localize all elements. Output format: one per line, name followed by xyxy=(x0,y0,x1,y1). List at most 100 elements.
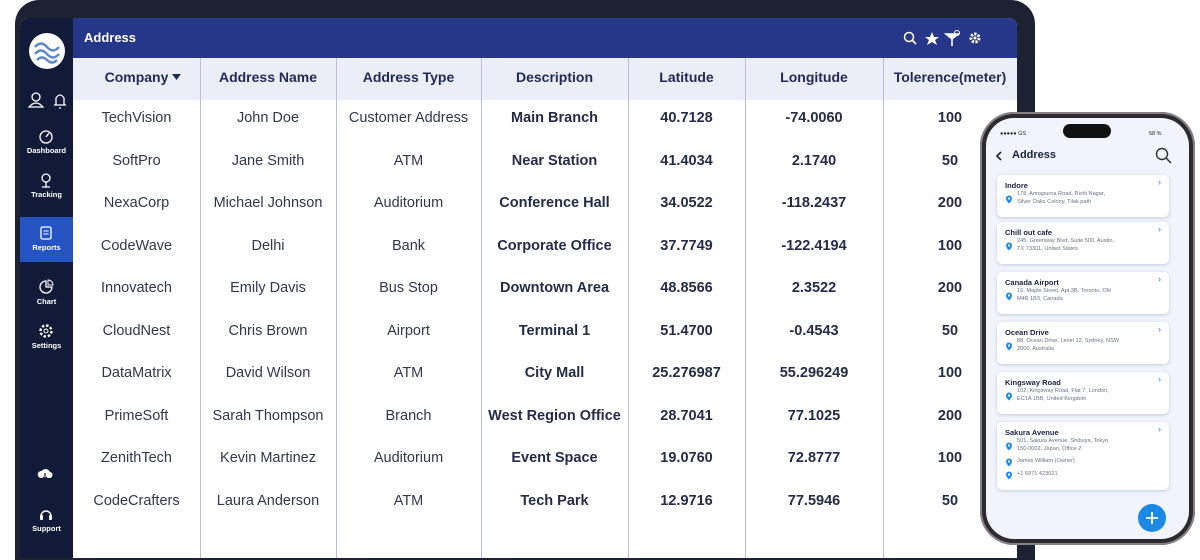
card-address: EC1A 1BB, United Kingdom xyxy=(1017,395,1087,402)
table-cell: Event Space xyxy=(511,450,598,466)
table-cell: David Wilson xyxy=(225,365,311,381)
table-cell: 100 xyxy=(937,110,963,126)
column-divider xyxy=(336,58,337,558)
table-cell: Sarah Thompson xyxy=(212,407,324,424)
table-cell: NexaCorp xyxy=(103,195,170,211)
back-button[interactable] xyxy=(994,150,1004,162)
card-address: 178, Annapurna Road, Rishi Nagar, xyxy=(1017,191,1106,197)
card-title: Canada Airport xyxy=(1005,278,1059,287)
nav-label[interactable]: Chart xyxy=(36,297,57,306)
nav-label[interactable]: Support xyxy=(32,524,61,533)
table-cell: 37.7749 xyxy=(660,237,713,254)
card-title: Sakura Avenue xyxy=(1005,428,1059,437)
table-cell: West Region Office xyxy=(488,407,621,424)
card-owner: James William (Owner) xyxy=(1017,458,1075,464)
table-cell: 12.9716 xyxy=(660,492,713,509)
table-cell: Auditorium xyxy=(373,450,444,466)
column-header: Longitude xyxy=(780,69,848,85)
pin-icon xyxy=(1006,292,1012,301)
table-cell: Bank xyxy=(391,237,426,254)
nav-label[interactable]: Dashboard xyxy=(26,146,67,155)
table-cell: 51.4700 xyxy=(660,322,713,339)
table-cell: Delhi xyxy=(251,237,285,254)
table-cell: Bus Stop xyxy=(379,280,438,296)
table-cell: 100 xyxy=(937,450,963,466)
page: Dashboard Tracking Reports Chart Settings Sup… xyxy=(15,0,1195,560)
table-cell: 2.1740 xyxy=(791,152,837,169)
table-cell: 55.296249 xyxy=(779,365,849,381)
table-cell: John Doe xyxy=(236,110,300,126)
table-cell: Corporate Office xyxy=(497,237,612,254)
table-header xyxy=(73,58,1017,100)
table-cell: Terminal 1 xyxy=(518,322,591,339)
table-cell: 48.8566 xyxy=(660,280,713,296)
table-cell: Emily Davis xyxy=(230,280,306,296)
column-divider xyxy=(628,58,629,558)
column-divider xyxy=(745,58,746,558)
table-cell: CodeWave xyxy=(100,237,173,254)
table-cell: -122.4194 xyxy=(781,237,847,254)
table-cell: 34.0522 xyxy=(660,195,713,211)
pin-icon xyxy=(1006,242,1012,251)
table-cell: 72.8777 xyxy=(787,450,841,466)
sort-arrow[interactable] xyxy=(172,73,182,81)
address-card[interactable]: Canada Airport › 16, Maple Street, Apt 3B,… xyxy=(997,272,1169,314)
card-title: Ocean Drive xyxy=(1005,328,1049,337)
toolbar-icons[interactable] xyxy=(902,30,982,48)
column-divider xyxy=(883,58,884,558)
card-address: 16, Maple Street, Apt 3B, Toronto, ON xyxy=(1017,288,1111,294)
address-card[interactable]: Sakura Avenue › 501, Sakura Avenue, Shibuy… xyxy=(997,422,1169,490)
table-cell: 50 xyxy=(941,152,959,169)
card-address: 501, Sakura Avenue, Shibuya, Tokyo xyxy=(1017,438,1109,444)
add-button[interactable] xyxy=(1137,503,1167,533)
address-card[interactable]: Chill out cafe › 245, Greenway Blvd, Suite… xyxy=(997,222,1169,264)
table-cell: Kevin Martinez xyxy=(220,450,316,466)
table-cell: 19.0760 xyxy=(660,450,713,466)
table-cell: Innovatech xyxy=(101,280,172,296)
nav-icon xyxy=(39,279,54,294)
table-cell: PrimeSoft xyxy=(104,407,169,424)
card-address: 102, Kingsway Road, Flat 7, London, xyxy=(1017,388,1109,394)
nav-label[interactable]: Reports xyxy=(32,243,61,252)
nav-icon xyxy=(40,226,52,240)
nav-icon xyxy=(39,130,53,144)
dynamic-island xyxy=(1063,124,1111,138)
table-cell: Jane Smith xyxy=(231,152,305,169)
card-address: 88, Ocean Drive, Level 12, Sydney, NSW xyxy=(1017,338,1120,344)
table-cell: 100 xyxy=(937,237,963,254)
table-cell: SoftPro xyxy=(112,152,161,169)
card-address: M4B 1B3, Canada xyxy=(1017,295,1063,302)
card-address: TX 73301, United States xyxy=(1017,245,1078,252)
search-button[interactable] xyxy=(1155,147,1173,165)
pin-icon xyxy=(1006,392,1012,401)
table-cell: Michael Johnson xyxy=(213,195,323,211)
table-cell: CloudNest xyxy=(102,322,171,339)
page-title: Address xyxy=(84,30,137,45)
nav-icon xyxy=(41,173,51,188)
card-title: Indore xyxy=(1005,181,1028,190)
table-cell: -74.0060 xyxy=(785,110,843,126)
column-header[interactable]: Company xyxy=(104,69,169,85)
column-header: Address Type xyxy=(362,69,455,85)
card-address: Silver Oaks Colony, Tilak path xyxy=(1017,198,1092,205)
column-header: Address Name xyxy=(218,69,318,85)
table-cell: 200 xyxy=(937,407,963,424)
table-cell: Tech Park xyxy=(520,492,589,509)
address-card[interactable]: Ocean Drive › 88, Ocean Drive, Level 12, S… xyxy=(997,322,1169,364)
table-cell: Customer Address xyxy=(348,110,469,126)
table-cell: Chris Brown xyxy=(228,322,308,339)
nav-icon xyxy=(37,469,53,482)
table-cell: 40.7128 xyxy=(660,110,713,126)
user-bell-icons xyxy=(27,92,66,109)
nav-label[interactable]: Settings xyxy=(31,341,62,350)
pin-icon xyxy=(1006,342,1012,351)
address-card[interactable]: Kingsway Road › 102, Kingsway Road, Flat 7… xyxy=(997,372,1169,414)
nav-label[interactable]: Tracking xyxy=(31,190,62,199)
nav-icon xyxy=(40,510,52,520)
table-cell: -118.2437 xyxy=(781,195,847,211)
pin-icon xyxy=(1006,195,1012,204)
table-cell: ATM xyxy=(393,152,424,169)
sidebar: Dashboard Tracking Reports Chart Settings Sup… xyxy=(20,18,73,558)
card-title: Chill out cafe xyxy=(1005,228,1053,237)
address-card[interactable]: Indore › 178, Annapurna Road, Rishi Nagar,… xyxy=(997,175,1169,217)
